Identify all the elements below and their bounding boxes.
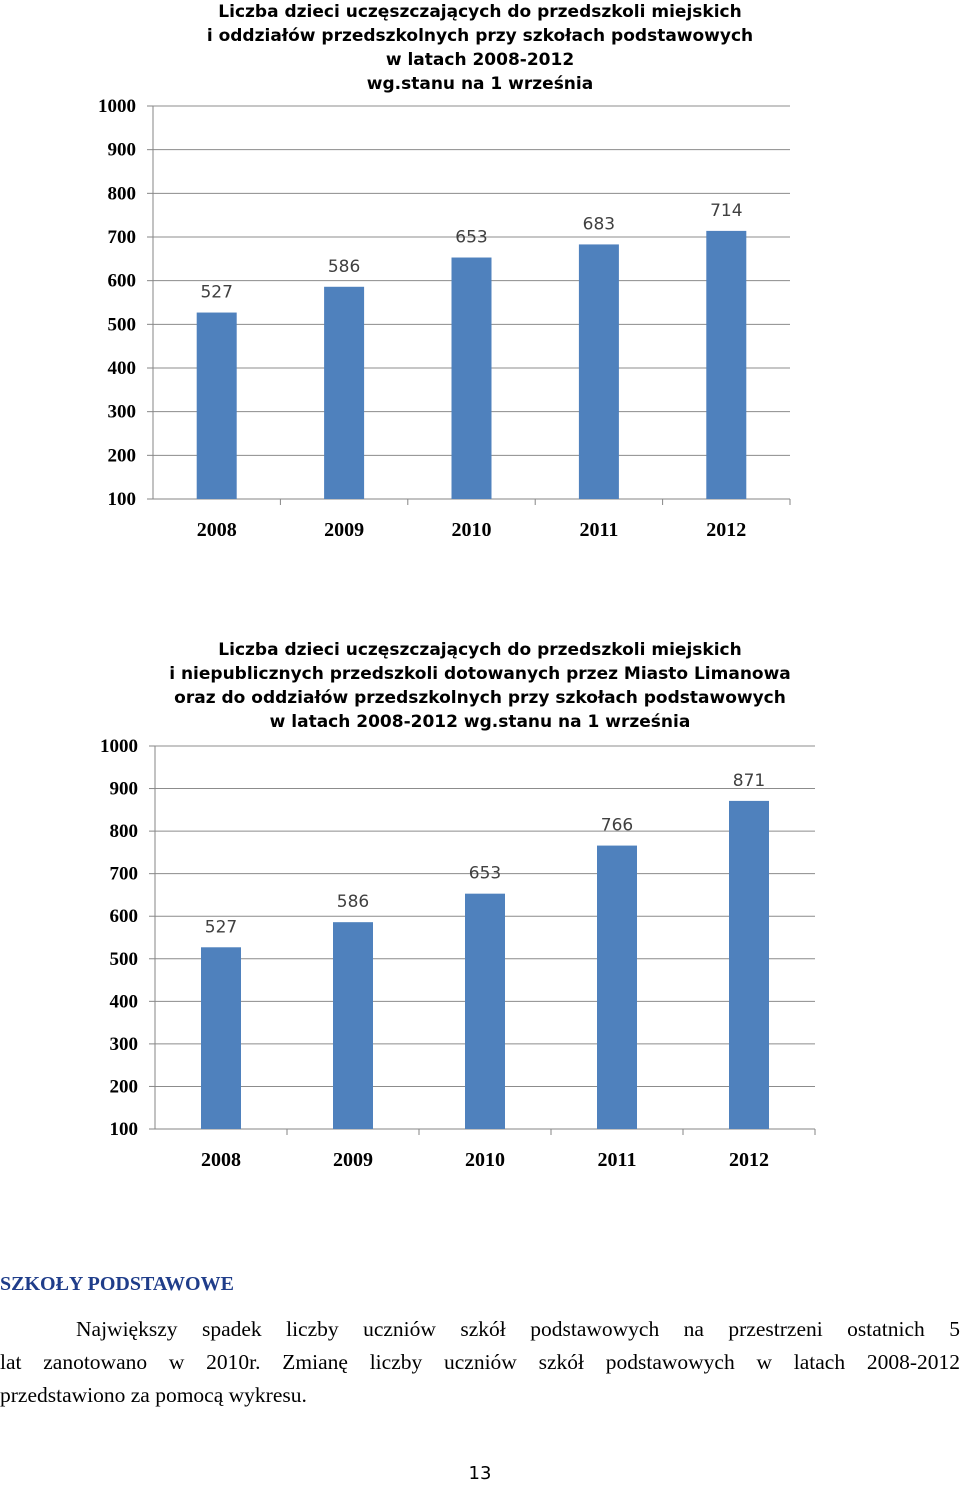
chart2-xtick-label: 2012 [729,1149,769,1171]
chart1-xtick-label: 2008 [197,519,237,541]
chart2-xtick-label: 2009 [333,1149,373,1171]
chart2-ytick-label: 700 [110,864,139,885]
chart2-ytick-label: 900 [110,779,139,800]
chart1-data-label: 714 [710,201,742,221]
chart1-ytick-label: 1000 [98,96,136,117]
chart2-bar [333,922,373,1129]
chart2-data-label: 653 [469,864,501,884]
section-heading: SZKOŁY PODSTAWOWE [0,1273,234,1295]
paragraph-line: przedstawiono za pomocą wykresu. [0,1383,307,1407]
chart1-title-line: Liczba dzieci uczęszczających do przedsz… [218,2,742,22]
paragraph-line: Największy spadek liczby uczniów szkół p… [76,1317,960,1341]
chart2-xtick-label: 2010 [465,1149,505,1171]
paragraph-line: lat zanotowano w 2010r. Zmianę liczby uc… [0,1350,960,1374]
chart2-title-line: oraz do oddziałów przedszkolnych przy sz… [174,688,786,708]
chart1-ytick-label: 200 [108,445,137,466]
chart2-bar [729,800,769,1129]
chart1-xtick-label: 2011 [579,519,618,541]
chart2-data-label: 586 [337,892,369,912]
chart2-ytick-label: 600 [110,906,139,927]
chart1-ytick-label: 300 [108,402,137,423]
chart2-ytick-label: 800 [110,821,139,842]
chart1-xtick-label: 2010 [452,519,492,541]
chart2-ytick-label: 300 [110,1034,139,1055]
chart2-title-line: i niepublicznych przedszkoli dotowanych … [169,664,791,684]
chart2-data-label: 871 [733,771,765,791]
chart2-title-line: Liczba dzieci uczęszczających do przedsz… [218,640,742,660]
chart1-data-label: 653 [455,228,487,248]
chart1-ytick-label: 400 [108,358,137,379]
chart2-ytick-label: 500 [110,949,139,970]
chart2-title-line: w latach 2008-2012 wg.stanu na 1 wrześni… [269,712,691,732]
chart2-ytick-label: 100 [110,1119,139,1140]
chart1-xtick-label: 2009 [324,519,364,541]
chart1-ytick-label: 500 [108,314,137,335]
chart1-title-line: wg.stanu na 1 września [366,74,594,94]
chart2-plot: 100 200 300 400 500 600 700 800 900 1000 527 2008 58… [100,736,816,1171]
chart2-bar [201,947,241,1129]
chart2-bar [597,845,637,1129]
chart1-bar [706,230,747,500]
chart1-bar [578,244,619,499]
page-number: 13 [468,1463,492,1484]
chart1-xtick-label: 2012 [706,519,746,541]
chart1-bar [324,286,365,499]
chart2-ytick-label: 200 [110,1076,139,1097]
chart2-ytick-label: 400 [110,991,139,1012]
chart2-ytick-label: 1000 [100,736,138,757]
chart1-bar [451,257,492,499]
chart1-ytick-label: 100 [108,489,137,510]
chart2-data-label: 766 [601,816,633,836]
chart1-title-line: i oddziałów przedszkolnych przy szkołach… [206,26,754,46]
chart2-data-label: 527 [205,917,237,937]
chart2-xtick-label: 2011 [598,1149,637,1171]
chart1-data-label: 586 [328,257,360,277]
chart1-data-label: 683 [583,214,615,234]
chart1-title-line: w latach 2008-2012 [385,50,575,70]
chart1-ytick-label: 900 [108,140,137,161]
chart1-ytick-label: 700 [108,227,137,248]
chart2-xtick-label: 2008 [201,1149,241,1171]
chart2-bar [465,893,505,1129]
chart2-title: Liczba dzieci uczęszczających do przedsz… [0,638,960,734]
chart1-bar [196,312,237,499]
chart1-data-label: 527 [200,283,232,303]
section-paragraph: Największy spadek liczby uczniów szkół p… [0,1313,960,1412]
chart1-title: Liczba dzieci uczęszczających do przedsz… [0,0,960,96]
chart1-ytick-label: 600 [108,271,137,292]
chart1-plot: 100 200 300 400 500 600 700 800 900 1000 527 2008 58… [98,96,791,541]
chart1-ytick-label: 800 [108,183,137,204]
